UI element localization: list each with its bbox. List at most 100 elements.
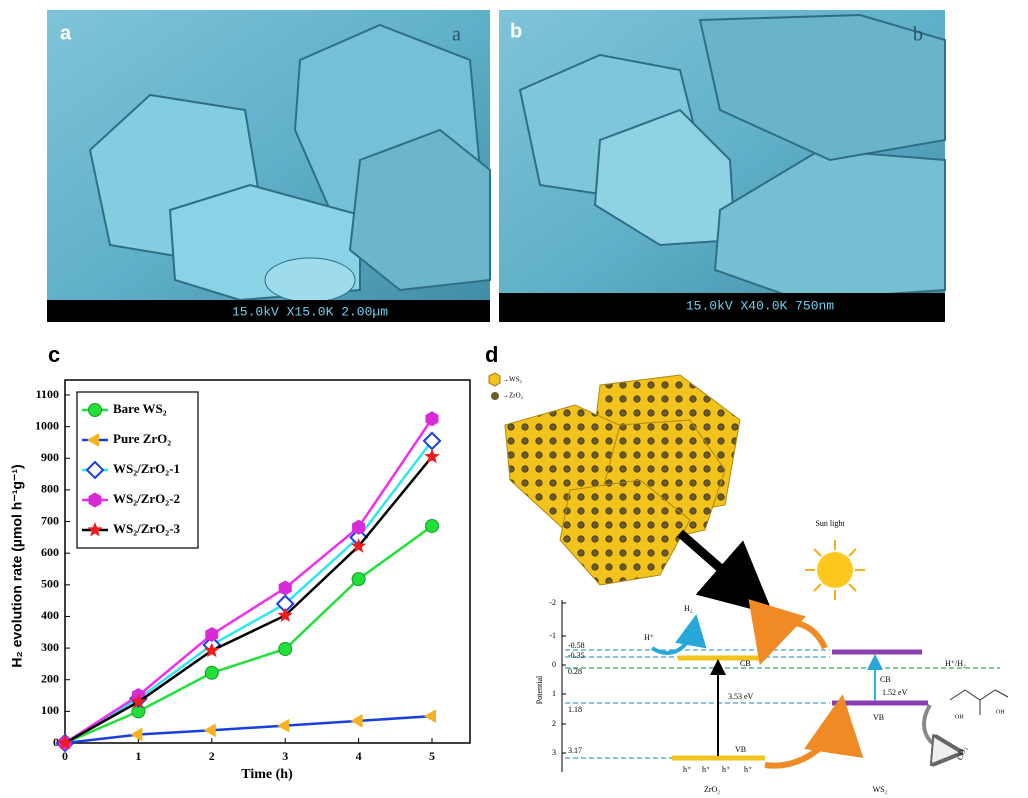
x-tick-label: 3 — [282, 749, 288, 763]
x-tick-label: 2 — [209, 749, 215, 763]
molecule-label: OH — [955, 714, 964, 720]
marker — [422, 431, 442, 451]
x-tick-label: 1 — [135, 749, 141, 763]
legend-icon — [488, 372, 501, 387]
electron-transfer — [748, 599, 828, 666]
marker — [277, 718, 290, 733]
y-tick-label: 400 — [41, 608, 59, 622]
x-tick-label: 0 — [62, 749, 68, 763]
arrow — [677, 529, 774, 615]
marker — [275, 594, 295, 614]
level-lines — [565, 649, 1000, 759]
axis-tick-label: 0 — [552, 660, 556, 669]
level-label: 1.18 — [568, 705, 582, 714]
marker — [278, 642, 293, 657]
marker — [85, 460, 105, 480]
y-tick-label: 1100 — [36, 387, 59, 401]
marker — [130, 693, 146, 709]
marker — [277, 607, 293, 622]
scale-bar-text: 15.0kV X15.0K 2.00µm — [232, 304, 388, 319]
marker — [424, 709, 436, 723]
panel-label: b — [510, 20, 522, 42]
panel-label: d — [485, 342, 498, 367]
marker — [425, 518, 439, 533]
hole: h⁺ — [683, 765, 691, 774]
level-label: -0.58 — [568, 641, 585, 650]
marker — [351, 538, 367, 553]
series-line — [64, 455, 433, 745]
redox-label: H⁺/H₂ — [945, 659, 966, 668]
legend-label: WS₂/ZrO₂-2 — [113, 491, 180, 506]
marker — [130, 727, 143, 742]
y-tick-label: 800 — [41, 482, 59, 496]
y-tick-label: 1000 — [35, 418, 59, 432]
product-label: H₂ — [684, 604, 693, 613]
marker — [424, 448, 440, 464]
y-tick-label: 900 — [41, 450, 59, 464]
y-tick-label: 700 — [41, 513, 59, 527]
marker — [204, 642, 220, 658]
sem-image-a: a a 15.0kV X15.0K 2.00µm — [47, 10, 491, 322]
legend-label: Pure ZrO₂ — [113, 431, 171, 446]
x-tick-label: 5 — [429, 749, 435, 763]
watermark: a — [452, 24, 461, 46]
panel-label: c — [48, 342, 60, 367]
y-tick-label: 300 — [41, 640, 59, 654]
marker — [203, 723, 216, 738]
axis-label: Potential — [535, 675, 544, 704]
diagram: d →WS₂ →ZrO₂ Sun light Potential -2 -1 0 1 2… — [485, 342, 1009, 794]
x-axis-label: Time (h) — [241, 767, 293, 782]
level-label: -0.35 — [568, 651, 585, 660]
marker — [88, 492, 102, 508]
plot-frame — [64, 379, 471, 744]
axis-tick-label: -2 — [549, 598, 556, 607]
sun — [805, 540, 865, 600]
oxidation-arrow — [922, 703, 955, 752]
band-label: CB — [880, 675, 891, 684]
scale-bar-text: 15.0kV X40.0K 750nm — [686, 298, 834, 313]
legend-label: Bare WS₂ — [113, 401, 167, 416]
marker — [205, 627, 219, 642]
marker — [278, 580, 292, 596]
marker — [204, 665, 219, 680]
band-label: CB — [740, 659, 751, 668]
material-label: ZrO₂ — [704, 785, 720, 794]
series-line — [64, 417, 434, 745]
hole: h⁺ — [702, 765, 710, 774]
hole-transfer — [764, 694, 864, 769]
gap-label: 1.52 eV — [882, 688, 908, 697]
material-label: WS₂ — [873, 785, 888, 794]
y-axis-label: H₂ evolution rate (µmol h⁻¹g⁻¹) — [9, 464, 25, 667]
legend-text: →ZrO₂ — [502, 392, 524, 400]
y-tick-label: 600 — [41, 545, 59, 559]
molecule-label: OH — [996, 709, 1005, 715]
marker — [350, 713, 363, 728]
hole: h⁺ — [722, 765, 730, 774]
y-tick-label: 100 — [41, 703, 59, 717]
axis-tick-label: 2 — [552, 719, 556, 728]
sem-image-b: b b 15.0kV X40.0K 750nm — [499, 10, 946, 322]
y-tick-label: 200 — [41, 671, 59, 685]
sun-label: Sun light — [815, 519, 845, 528]
marker — [88, 403, 102, 417]
legend-text: →WS₂ — [502, 376, 523, 384]
level-label: 0.28 — [568, 667, 582, 676]
band-label: VB — [735, 745, 746, 754]
axis-tick-label: -1 — [549, 631, 556, 640]
watermark: b — [913, 24, 923, 46]
x-tick-label: 4 — [356, 749, 362, 763]
marker — [351, 572, 366, 587]
product-label: CO₂ — [955, 745, 968, 761]
gap-label: 3.53 eV — [728, 692, 754, 701]
legend-label: WS₂/ZrO₂-3 — [113, 521, 181, 536]
marker — [352, 519, 366, 535]
y-tick-label: 0 — [53, 735, 59, 749]
marker — [87, 522, 103, 537]
marker — [87, 433, 99, 447]
marker — [57, 735, 73, 750]
reactant-label: H⁺ — [644, 633, 654, 642]
series-line — [64, 440, 433, 745]
series-line — [64, 524, 433, 745]
molecule — [949, 689, 1009, 715]
